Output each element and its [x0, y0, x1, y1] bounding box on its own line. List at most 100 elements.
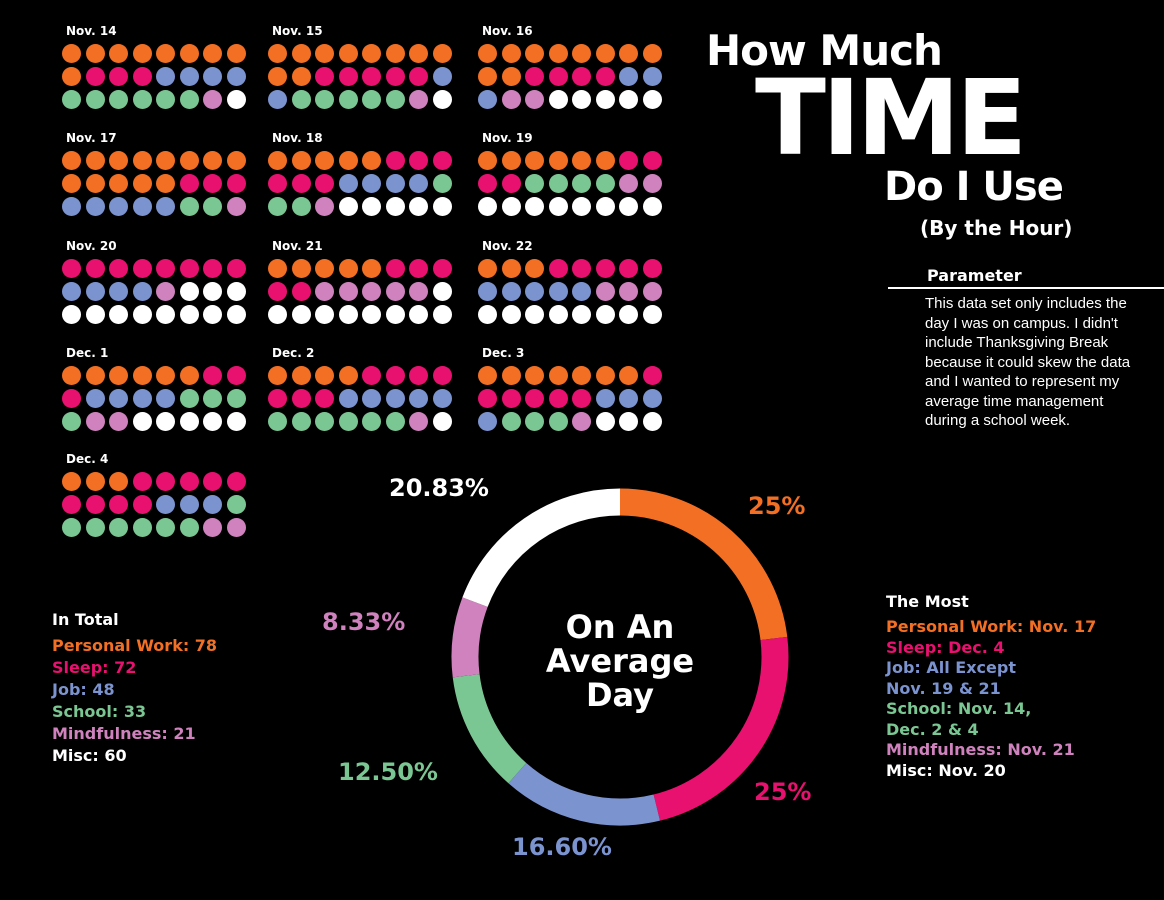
hour-dot [548, 389, 568, 408]
donut-center-line: Average [545, 642, 695, 680]
totals-item: School: 33 [52, 702, 147, 721]
hour-dot [385, 282, 405, 301]
hour-dot [179, 259, 199, 278]
hour-dot [203, 90, 222, 109]
hour-dot [268, 197, 287, 216]
hour-dot [338, 259, 358, 278]
hour-dot [156, 67, 175, 86]
hour-dot [268, 282, 287, 301]
hour-dot [109, 44, 128, 63]
hour-dot [291, 197, 311, 216]
hour-dot [362, 282, 381, 301]
hour-dot [291, 366, 311, 385]
hour-dot [548, 282, 568, 301]
hour-dot [432, 412, 452, 431]
hour-dot [62, 305, 81, 324]
hour-dot [501, 44, 521, 63]
hour-dot [291, 151, 311, 170]
hour-dot [268, 174, 287, 193]
hour-dot [109, 518, 128, 537]
hour-dot [478, 67, 497, 86]
hour-dot [525, 151, 544, 170]
hour-dot [501, 412, 521, 431]
hour-dot [338, 282, 358, 301]
hour-dot [642, 282, 662, 301]
hour-dot [85, 495, 105, 514]
hour-dot [501, 151, 521, 170]
hour-dot [595, 412, 615, 431]
hour-dot [132, 412, 152, 431]
hour-dot [572, 174, 591, 193]
day-label: Dec. 2 [272, 346, 315, 360]
hour-dot [595, 90, 615, 109]
hour-dot [109, 282, 128, 301]
hour-dot [432, 366, 452, 385]
hour-dot [432, 282, 452, 301]
hour-dot [62, 518, 81, 537]
hour-dot [315, 174, 334, 193]
hour-dot [385, 366, 405, 385]
hour-dot [642, 389, 662, 408]
hour-dot [62, 472, 81, 491]
hour-dot [501, 174, 521, 193]
hour-dot [572, 389, 591, 408]
hour-dot [572, 197, 591, 216]
hour-dot [548, 151, 568, 170]
hour-dot [268, 389, 287, 408]
hour-dot [109, 174, 128, 193]
hour-dot [548, 366, 568, 385]
hour-dot [409, 389, 428, 408]
hour-dot [179, 197, 199, 216]
hour-dot [619, 174, 638, 193]
hour-dot [478, 44, 497, 63]
hour-dot [572, 282, 591, 301]
hour-dot [179, 366, 199, 385]
hour-dot [132, 259, 152, 278]
hour-dot [109, 495, 128, 514]
hour-dot [226, 90, 246, 109]
hour-dot [156, 282, 175, 301]
hour-dot [132, 495, 152, 514]
hour-dot [62, 389, 81, 408]
donut-slice [451, 597, 488, 678]
hour-dot [156, 389, 175, 408]
donut-value-label: 20.83% [389, 474, 489, 502]
day-label: Nov. 18 [272, 131, 323, 145]
hour-dot [203, 259, 222, 278]
donut-center-title: On An Average Day [500, 610, 740, 712]
hour-dot [156, 259, 175, 278]
hour-dot [525, 259, 544, 278]
hour-dot [179, 412, 199, 431]
hour-dot [62, 197, 81, 216]
hour-dot [385, 305, 405, 324]
hour-dot [338, 90, 358, 109]
hour-dot [572, 67, 591, 86]
hour-dot [338, 366, 358, 385]
day-label: Nov. 21 [272, 239, 323, 253]
hour-dot [203, 412, 222, 431]
hour-dot [203, 67, 222, 86]
hour-dot [109, 472, 128, 491]
hour-dot [291, 282, 311, 301]
hour-dot [291, 389, 311, 408]
hour-dot [132, 366, 152, 385]
hour-dot [409, 197, 428, 216]
hour-dot [619, 389, 638, 408]
hour-dot [478, 90, 497, 109]
day-label: Nov. 17 [66, 131, 117, 145]
day-label: Nov. 14 [66, 24, 117, 38]
hour-dot [409, 366, 428, 385]
donut-slice [653, 636, 789, 821]
hour-dot [619, 197, 638, 216]
hour-dot [226, 412, 246, 431]
hour-dot [338, 412, 358, 431]
hour-dot [179, 151, 199, 170]
hour-dot [315, 282, 334, 301]
hour-dot [595, 44, 615, 63]
hour-dot [132, 518, 152, 537]
hour-dot [226, 259, 246, 278]
hour-dot [642, 67, 662, 86]
hour-dot [548, 197, 568, 216]
hour-dot [572, 412, 591, 431]
hour-dot [572, 259, 591, 278]
